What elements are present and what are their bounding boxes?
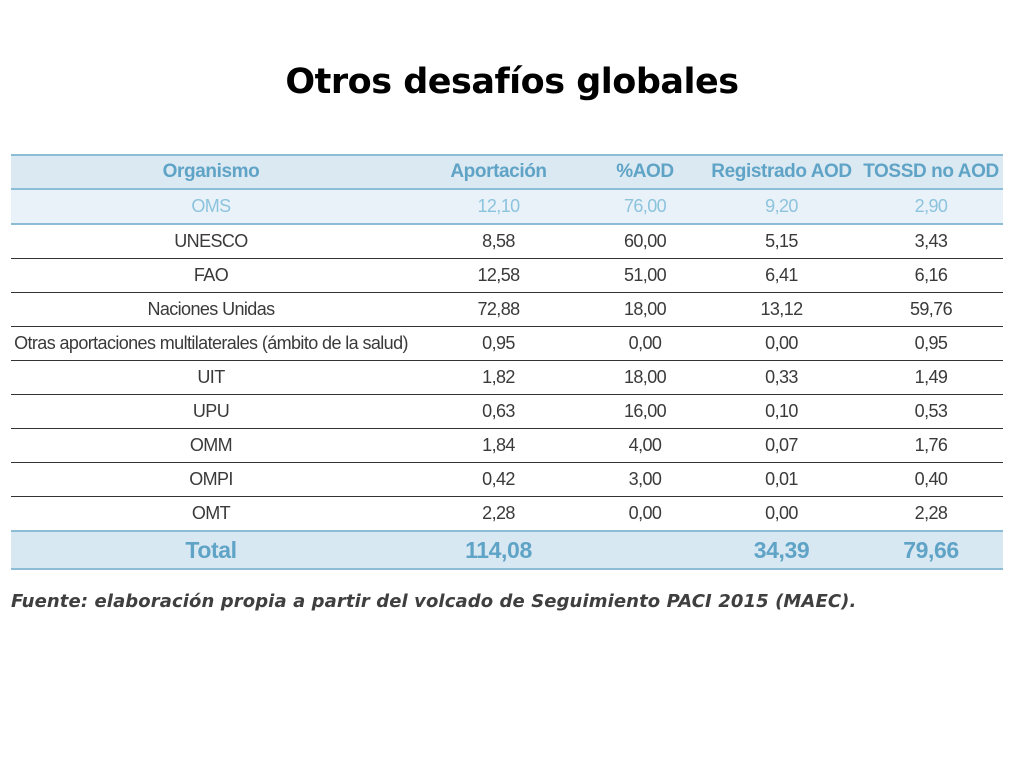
table-row: FAO 12,58 51,00 6,41 6,16 xyxy=(11,258,1003,293)
cell-organismo: Naciones Unidas xyxy=(11,292,411,327)
cell-organismo: UIT xyxy=(11,360,411,395)
total-registrado-aod: 34,39 xyxy=(704,530,859,570)
cell-registrado-aod: 5,15 xyxy=(704,224,859,259)
cell-aportacion: 8,58 xyxy=(411,224,586,259)
total-pct-aod xyxy=(586,530,704,570)
cell-registrado-aod: 0,01 xyxy=(704,462,859,497)
header-registrado-aod: Registrado AOD xyxy=(704,154,859,190)
contributions-table: Organismo Aportación %AOD Registrado AOD… xyxy=(11,154,1003,570)
cell-registrado-aod: 0,00 xyxy=(704,326,859,361)
cell-pct-aod: 0,00 xyxy=(586,326,704,361)
table-row: UNESCO 8,58 60,00 5,15 3,43 xyxy=(11,224,1003,259)
cell-pct-aod: 51,00 xyxy=(586,258,704,293)
cell-tossd-no-aod: 0,95 xyxy=(859,326,1003,361)
cell-organismo: UNESCO xyxy=(11,224,411,259)
cell-registrado-aod: 6,41 xyxy=(704,258,859,293)
cell-tossd-no-aod: 0,53 xyxy=(859,394,1003,429)
table-row: OMPI 0,42 3,00 0,01 0,40 xyxy=(11,462,1003,497)
cell-pct-aod: 60,00 xyxy=(586,224,704,259)
total-aportacion: 114,08 xyxy=(411,530,586,570)
cell-aportacion: 72,88 xyxy=(411,292,586,327)
cell-pct-aod: 16,00 xyxy=(586,394,704,429)
cell-registrado-aod: 0,07 xyxy=(704,428,859,463)
cell-tossd-no-aod: 1,49 xyxy=(859,360,1003,395)
table-row: OMM 1,84 4,00 0,07 1,76 xyxy=(11,428,1003,463)
source-note: Fuente: elaboración propia a partir del … xyxy=(11,591,857,612)
cell-pct-aod: 18,00 xyxy=(586,360,704,395)
total-row: Total 114,08 34,39 79,66 xyxy=(11,530,1003,570)
table-header-row: Organismo Aportación %AOD Registrado AOD… xyxy=(11,154,1003,190)
cell-organismo: Otras aportaciones multilaterales (ámbit… xyxy=(11,326,411,361)
slide-title: Otros desafíos globales xyxy=(285,62,739,102)
table-row: UPU 0,63 16,00 0,10 0,53 xyxy=(11,394,1003,429)
cell-registrado-aod: 0,00 xyxy=(704,496,859,532)
table-row: OMS 12,10 76,00 9,20 2,90 xyxy=(11,189,1003,225)
cell-tossd-no-aod: 2,90 xyxy=(859,189,1003,225)
cell-aportacion: 12,10 xyxy=(411,189,586,225)
header-organismo: Organismo xyxy=(11,154,411,190)
cell-organismo: OMM xyxy=(11,428,411,463)
cell-registrado-aod: 13,12 xyxy=(704,292,859,327)
cell-registrado-aod: 0,33 xyxy=(704,360,859,395)
header-aportacion: Aportación xyxy=(411,154,586,190)
table-row: Naciones Unidas 72,88 18,00 13,12 59,76 xyxy=(11,292,1003,327)
cell-aportacion: 2,28 xyxy=(411,496,586,532)
header-tossd-no-aod: TOSSD no AOD xyxy=(859,154,1003,190)
cell-tossd-no-aod: 0,40 xyxy=(859,462,1003,497)
cell-aportacion: 0,63 xyxy=(411,394,586,429)
cell-pct-aod: 4,00 xyxy=(586,428,704,463)
cell-organismo: UPU xyxy=(11,394,411,429)
cell-tossd-no-aod: 3,43 xyxy=(859,224,1003,259)
table-row: Otras aportaciones multilaterales (ámbit… xyxy=(11,326,1003,361)
total-label: Total xyxy=(11,530,411,570)
cell-tossd-no-aod: 6,16 xyxy=(859,258,1003,293)
cell-registrado-aod: 9,20 xyxy=(704,189,859,225)
cell-pct-aod: 0,00 xyxy=(586,496,704,532)
cell-pct-aod: 76,00 xyxy=(586,189,704,225)
cell-aportacion: 0,42 xyxy=(411,462,586,497)
cell-pct-aod: 18,00 xyxy=(586,292,704,327)
cell-tossd-no-aod: 1,76 xyxy=(859,428,1003,463)
cell-tossd-no-aod: 2,28 xyxy=(859,496,1003,532)
cell-tossd-no-aod: 59,76 xyxy=(859,292,1003,327)
cell-organismo: OMS xyxy=(11,189,411,225)
table-row: OMT 2,28 0,00 0,00 2,28 xyxy=(11,496,1003,532)
total-tossd-no-aod: 79,66 xyxy=(859,530,1003,570)
cell-aportacion: 1,84 xyxy=(411,428,586,463)
cell-registrado-aod: 0,10 xyxy=(704,394,859,429)
cell-organismo: FAO xyxy=(11,258,411,293)
header-pct-aod: %AOD xyxy=(586,154,704,190)
cell-aportacion: 1,82 xyxy=(411,360,586,395)
cell-aportacion: 12,58 xyxy=(411,258,586,293)
table-row: UIT 1,82 18,00 0,33 1,49 xyxy=(11,360,1003,395)
cell-organismo: OMPI xyxy=(11,462,411,497)
cell-organismo: OMT xyxy=(11,496,411,532)
cell-aportacion: 0,95 xyxy=(411,326,586,361)
cell-pct-aod: 3,00 xyxy=(586,462,704,497)
